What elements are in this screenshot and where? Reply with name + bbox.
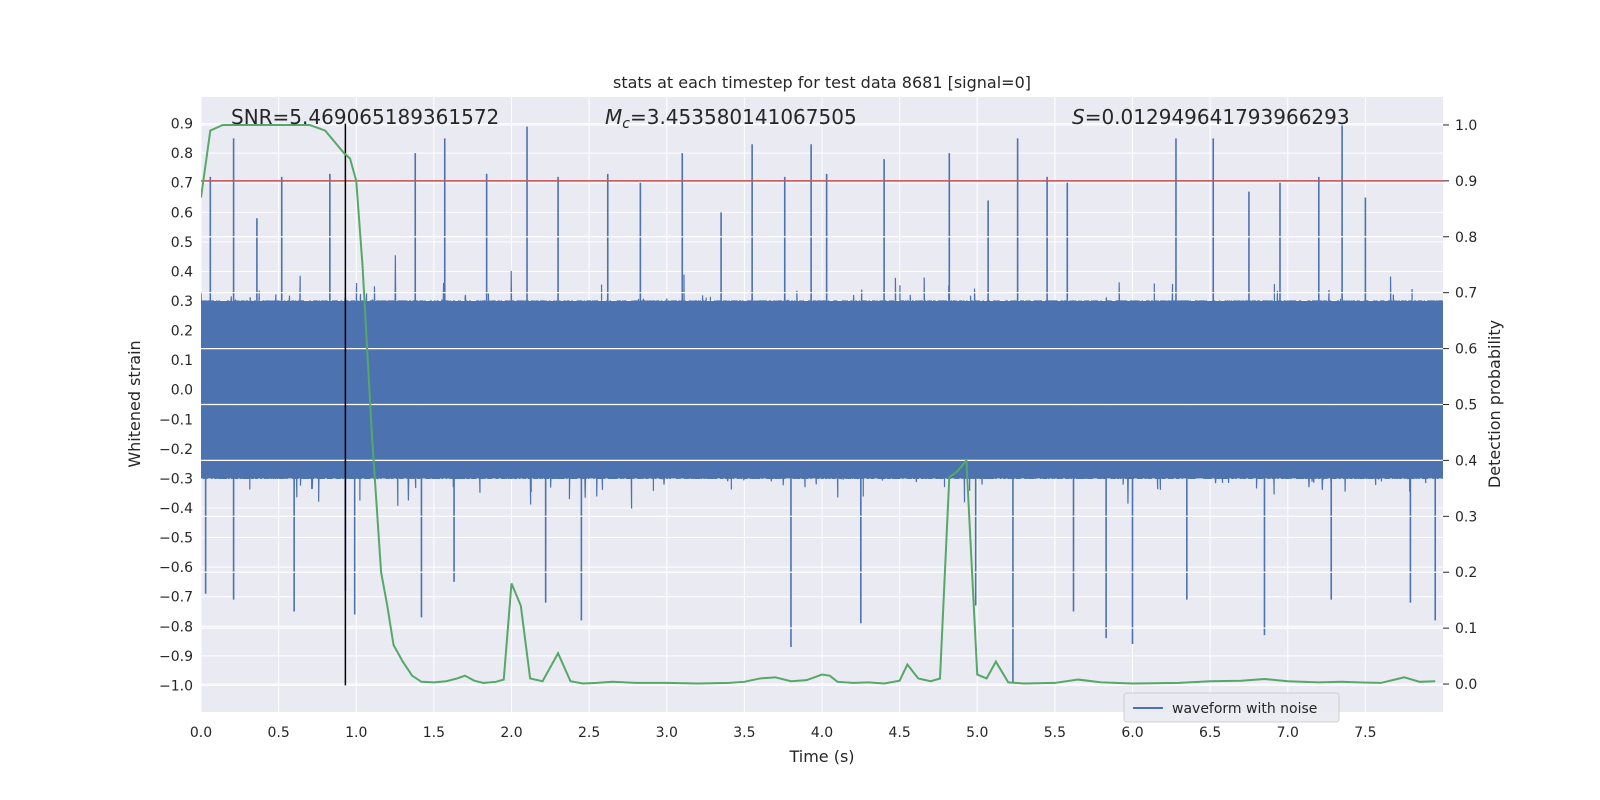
x-tick-label: 2.5: [578, 725, 600, 741]
chart-title: stats at each timestep for test data 868…: [613, 73, 1031, 92]
y-left-tick-label: 0.3: [171, 294, 193, 310]
y-left-tick-label: 0.1: [171, 353, 193, 369]
y-left-tick-label: 0.0: [171, 383, 193, 399]
x-tick-label: 4.0: [811, 725, 833, 741]
y-left-tick-label: 0.9: [171, 117, 193, 133]
y-right-axis-ticks: 1.0 0.9 0.8 0.7 0.6 0.5 0.4 0.3 0.2 0.1 0.0: [1443, 118, 1477, 693]
y-right-tick-label: 0.8: [1455, 230, 1477, 246]
chirp-mass-annotation: Mc=3.453580141067505: [605, 105, 857, 132]
x-tick-label: 1.0: [345, 725, 367, 741]
x-tick-label: 2.0: [500, 725, 522, 741]
y-left-tick-label: −0.5: [159, 531, 193, 547]
y-right-axis-label: Detection probability: [1485, 320, 1504, 488]
y-right-tick-label: 0.5: [1455, 398, 1477, 414]
chirp-mass-symbol: M: [605, 105, 622, 129]
y-left-tick-label: −0.7: [159, 590, 193, 606]
x-tick-label: 6.0: [1121, 725, 1143, 741]
y-left-tick-label: 0.8: [171, 146, 193, 162]
probability-line: [201, 123, 1436, 685]
y-left-tick-label: 0.6: [171, 205, 193, 221]
waveform-series: [201, 123, 1443, 683]
x-tick-label: 4.5: [888, 725, 910, 741]
x-tick-label: 5.5: [1044, 725, 1066, 741]
y-right-tick-label: 0.9: [1455, 174, 1477, 190]
x-tick-label: 0.0: [190, 725, 212, 741]
waveform-core-band: [201, 301, 1443, 479]
x-tick-label: 5.0: [966, 725, 988, 741]
y-right-tick-label: 0.1: [1455, 621, 1477, 637]
right-axis-grid: [201, 124, 1443, 685]
y-right-tick-label: 0.7: [1455, 286, 1477, 302]
s-value: =0.012949641793966293: [1085, 105, 1350, 129]
y-left-axis-ticks: 0.9 0.8 0.7 0.6 0.5 0.4 0.3 0.2 0.1 0.0 −0.1 −0.2 −0…: [159, 117, 193, 695]
x-tick-label: 3.0: [656, 725, 678, 741]
y-right-tick-label: 0.0: [1455, 677, 1477, 693]
chirp-mass-subscript: c: [622, 116, 630, 132]
x-tick-label: 1.5: [423, 725, 445, 741]
x-tick-label: 7.0: [1277, 725, 1299, 741]
x-tick-label: 7.5: [1354, 725, 1376, 741]
y-left-tick-label: −0.9: [159, 649, 193, 665]
y-left-tick-label: 0.5: [171, 235, 193, 251]
snr-annotation: SNR=5.469065189361572: [231, 105, 499, 129]
y-right-tick-label: 0.3: [1455, 509, 1477, 525]
y-left-tick-label: 0.4: [171, 264, 193, 280]
y-left-axis-label: Whitened strain: [125, 340, 144, 467]
y-left-tick-label: −0.8: [159, 619, 193, 635]
y-left-tick-label: −0.2: [159, 442, 193, 458]
chirp-mass-value: =3.453580141067505: [630, 105, 857, 129]
s-symbol: S: [1072, 105, 1085, 129]
x-axis-ticks: 0.0 0.5 1.0 1.5 2.0 2.5 3.0 3.5 4.0 4.5 5.0 5.5 6.0 6…: [190, 725, 1377, 741]
y-left-tick-label: 0.2: [171, 324, 193, 340]
x-tick-label: 3.5: [733, 725, 755, 741]
y-left-tick-label: 0.7: [171, 176, 193, 192]
legend: waveform with noise: [1123, 692, 1340, 723]
y-right-tick-label: 1.0: [1455, 118, 1477, 134]
s-annotation: S=0.012949641793966293: [1072, 105, 1350, 129]
probability-series: [201, 123, 1436, 685]
y-right-tick-label: 0.6: [1455, 342, 1477, 358]
y-left-tick-label: −0.1: [159, 412, 193, 428]
x-tick-label: 0.5: [267, 725, 289, 741]
x-axis-label: Time (s): [788, 747, 854, 766]
y-right-tick-label: 0.4: [1455, 453, 1477, 469]
legend-label-waveform: waveform with noise: [1172, 701, 1317, 717]
y-left-tick-label: −0.3: [159, 471, 193, 487]
x-tick-label: 6.5: [1199, 725, 1221, 741]
y-left-tick-label: −1.0: [159, 678, 193, 694]
y-left-tick-label: −0.4: [159, 501, 193, 517]
y-right-tick-label: 0.2: [1455, 565, 1477, 581]
y-left-tick-label: −0.6: [159, 560, 193, 576]
legend-box: [1123, 692, 1340, 723]
